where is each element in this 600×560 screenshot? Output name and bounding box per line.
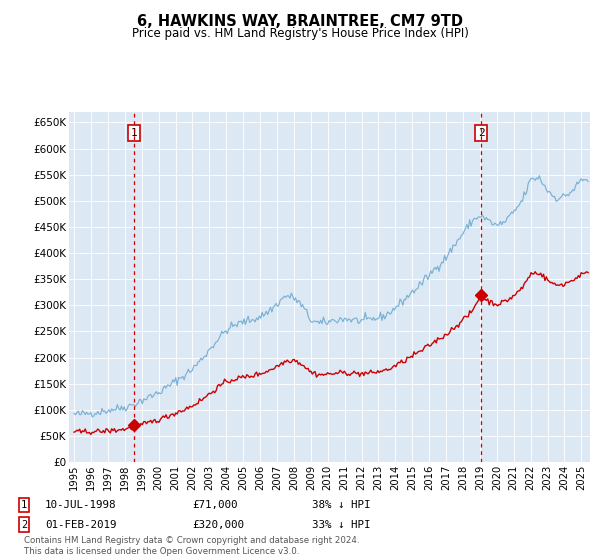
Text: 6, HAWKINS WAY, BRAINTREE, CM7 9TD: 6, HAWKINS WAY, BRAINTREE, CM7 9TD — [137, 14, 463, 29]
Text: Price paid vs. HM Land Registry's House Price Index (HPI): Price paid vs. HM Land Registry's House … — [131, 27, 469, 40]
Text: 2: 2 — [478, 128, 485, 138]
Text: 01-FEB-2019: 01-FEB-2019 — [45, 520, 116, 530]
Text: £71,000: £71,000 — [192, 500, 238, 510]
Text: 38% ↓ HPI: 38% ↓ HPI — [312, 500, 371, 510]
Text: 10-JUL-1998: 10-JUL-1998 — [45, 500, 116, 510]
Text: Contains HM Land Registry data © Crown copyright and database right 2024.
This d: Contains HM Land Registry data © Crown c… — [24, 536, 359, 556]
Text: 2: 2 — [21, 520, 27, 530]
Text: 1: 1 — [130, 128, 137, 138]
Text: £320,000: £320,000 — [192, 520, 244, 530]
Text: 33% ↓ HPI: 33% ↓ HPI — [312, 520, 371, 530]
Text: 1: 1 — [21, 500, 27, 510]
